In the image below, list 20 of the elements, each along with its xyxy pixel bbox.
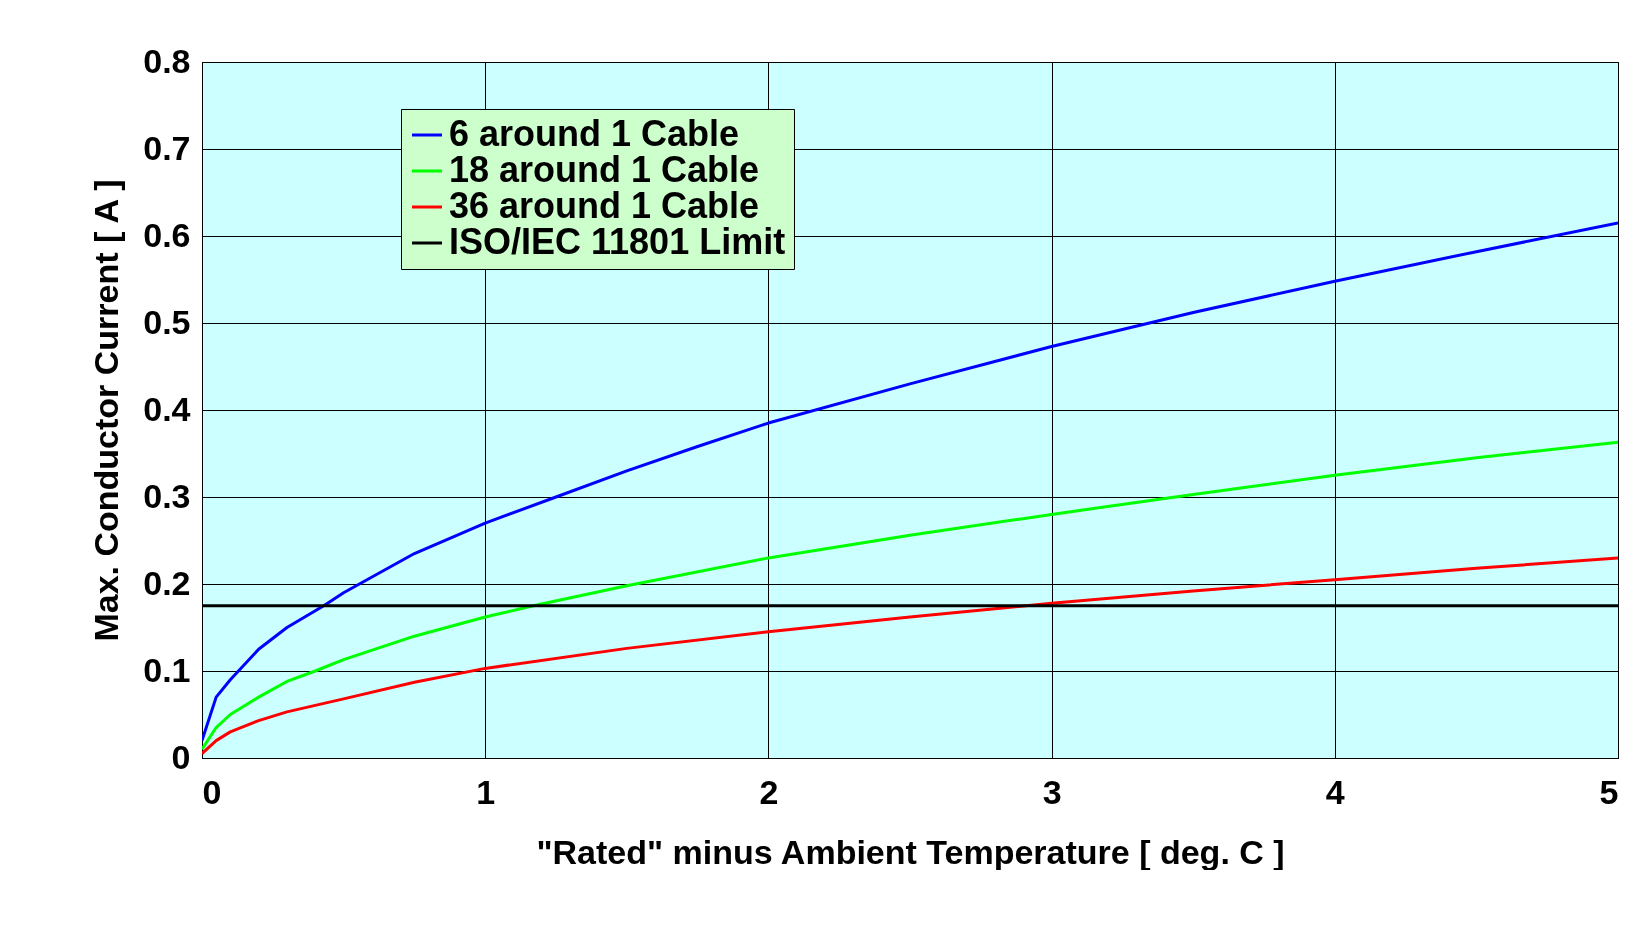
y-tick-label: 0.1 xyxy=(143,650,191,689)
line-series xyxy=(202,221,1618,743)
x-axis-title: "Rated" minus Ambient Temperature [ deg. C ] xyxy=(536,832,1285,871)
y-axis-title: Max. Conductor Current [ A ] xyxy=(87,179,126,642)
line-series xyxy=(202,556,1618,756)
y-tick-label: 0.6 xyxy=(143,215,191,254)
x-tick-label: 5 xyxy=(1599,772,1619,811)
x-tick-label: 2 xyxy=(759,772,779,811)
x-tick-label: 0 xyxy=(202,772,222,811)
y-tick-label: 0.8 xyxy=(143,41,191,80)
x-tick-label: 3 xyxy=(1042,772,1062,811)
y-tick-label: 0.4 xyxy=(143,389,191,428)
x-tick-label: 1 xyxy=(476,772,496,811)
y-tick-label: 0.2 xyxy=(143,563,191,602)
y-tick-label: 0.5 xyxy=(143,302,191,341)
y-tick-label: 0.3 xyxy=(143,476,191,515)
line-series xyxy=(202,440,1618,751)
y-tick-label: 0 xyxy=(171,737,191,776)
y-tick-label: 0.7 xyxy=(143,128,191,167)
x-tick-label: 4 xyxy=(1325,772,1345,811)
